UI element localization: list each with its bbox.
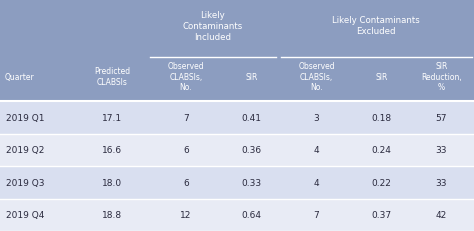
Bar	[0, 102, 474, 134]
Text: 2019 Q2: 2019 Q2	[6, 146, 44, 155]
Text: 42: 42	[436, 210, 447, 219]
Text: Predicted
CLABSIs: Predicted CLABSIs	[94, 67, 130, 87]
Text: 16.6: 16.6	[102, 146, 122, 155]
Text: 7: 7	[314, 210, 319, 219]
Bar	[0, 199, 474, 231]
Text: 6: 6	[183, 178, 189, 187]
Text: 18.8: 18.8	[102, 210, 122, 219]
Text: 0.22: 0.22	[372, 178, 392, 187]
Text: 0.37: 0.37	[372, 210, 392, 219]
Text: Observed
CLABSIs,
No.: Observed CLABSIs, No.	[298, 62, 335, 92]
Text: 0.64: 0.64	[241, 210, 261, 219]
Text: 17.1: 17.1	[102, 113, 122, 122]
Text: SIR: SIR	[245, 72, 257, 81]
Bar	[0, 134, 474, 166]
Bar	[0, 166, 474, 199]
Text: 2019 Q1: 2019 Q1	[6, 113, 44, 122]
Text: 0.24: 0.24	[372, 146, 392, 155]
Text: 33: 33	[436, 178, 447, 187]
Text: 0.33: 0.33	[241, 178, 261, 187]
Text: 18.0: 18.0	[102, 178, 122, 187]
Text: 4: 4	[314, 178, 319, 187]
Text: Quarter: Quarter	[5, 72, 35, 81]
Text: Observed
CLABSIs,
No.: Observed CLABSIs, No.	[168, 62, 204, 92]
Text: 7: 7	[183, 113, 189, 122]
Text: 0.18: 0.18	[372, 113, 392, 122]
Text: 33: 33	[436, 146, 447, 155]
Text: 0.41: 0.41	[241, 113, 261, 122]
Text: 57: 57	[436, 113, 447, 122]
Text: 2019 Q3: 2019 Q3	[6, 178, 44, 187]
Text: 3: 3	[314, 113, 319, 122]
Text: 0.36: 0.36	[241, 146, 261, 155]
Text: 6: 6	[183, 146, 189, 155]
Text: Likely
Contaminants
Included: Likely Contaminants Included	[183, 10, 243, 42]
Text: 2019 Q4: 2019 Q4	[6, 210, 44, 219]
Text: Likely Contaminants
Excluded: Likely Contaminants Excluded	[332, 16, 420, 36]
Text: 4: 4	[314, 146, 319, 155]
Text: 12: 12	[180, 210, 191, 219]
Text: SIR: SIR	[375, 72, 388, 81]
Bar	[0, 0, 474, 102]
Text: SIR
Reduction,
%: SIR Reduction, %	[421, 62, 462, 92]
